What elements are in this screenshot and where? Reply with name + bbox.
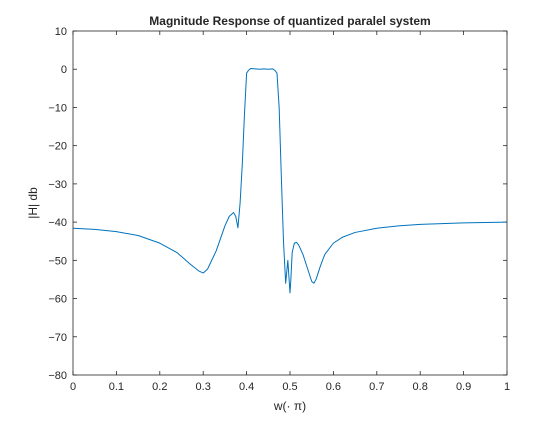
x-axis-label: w(· π) — [273, 399, 306, 413]
chart-title: Magnitude Response of quantized paralel … — [149, 14, 430, 28]
x-tick-label: 0.5 — [282, 381, 297, 393]
x-tick-label: 1 — [504, 381, 510, 393]
y-tick-label: −10 — [48, 102, 67, 114]
x-tick-label: 0.8 — [413, 381, 428, 393]
y-tick-label: −50 — [48, 255, 67, 267]
x-tick-label: 0.7 — [369, 381, 384, 393]
plot-area — [73, 31, 507, 375]
x-tick-label: 0.2 — [152, 381, 167, 393]
x-tick-label: 0 — [70, 381, 76, 393]
x-tick-label: 0.4 — [239, 381, 254, 393]
y-tick-label: 10 — [55, 26, 67, 38]
x-tick-label: 0.9 — [456, 381, 471, 393]
x-tick-label: 0.1 — [109, 381, 124, 393]
y-tick-label: −30 — [48, 179, 67, 191]
y-tick-label: −80 — [48, 370, 67, 382]
y-tick-label: −20 — [48, 141, 67, 153]
y-tick-label: −40 — [48, 217, 67, 229]
y-axis-label: |H| db — [26, 187, 40, 219]
y-tick-label: −60 — [48, 294, 67, 306]
y-tick-label: 0 — [61, 64, 67, 76]
x-tick-label: 0.3 — [196, 381, 211, 393]
magnitude-response-line — [72, 67, 508, 294]
x-tick-label: 0.6 — [326, 381, 341, 393]
y-tick-label: −70 — [48, 332, 67, 344]
axes-box — [72, 30, 508, 376]
